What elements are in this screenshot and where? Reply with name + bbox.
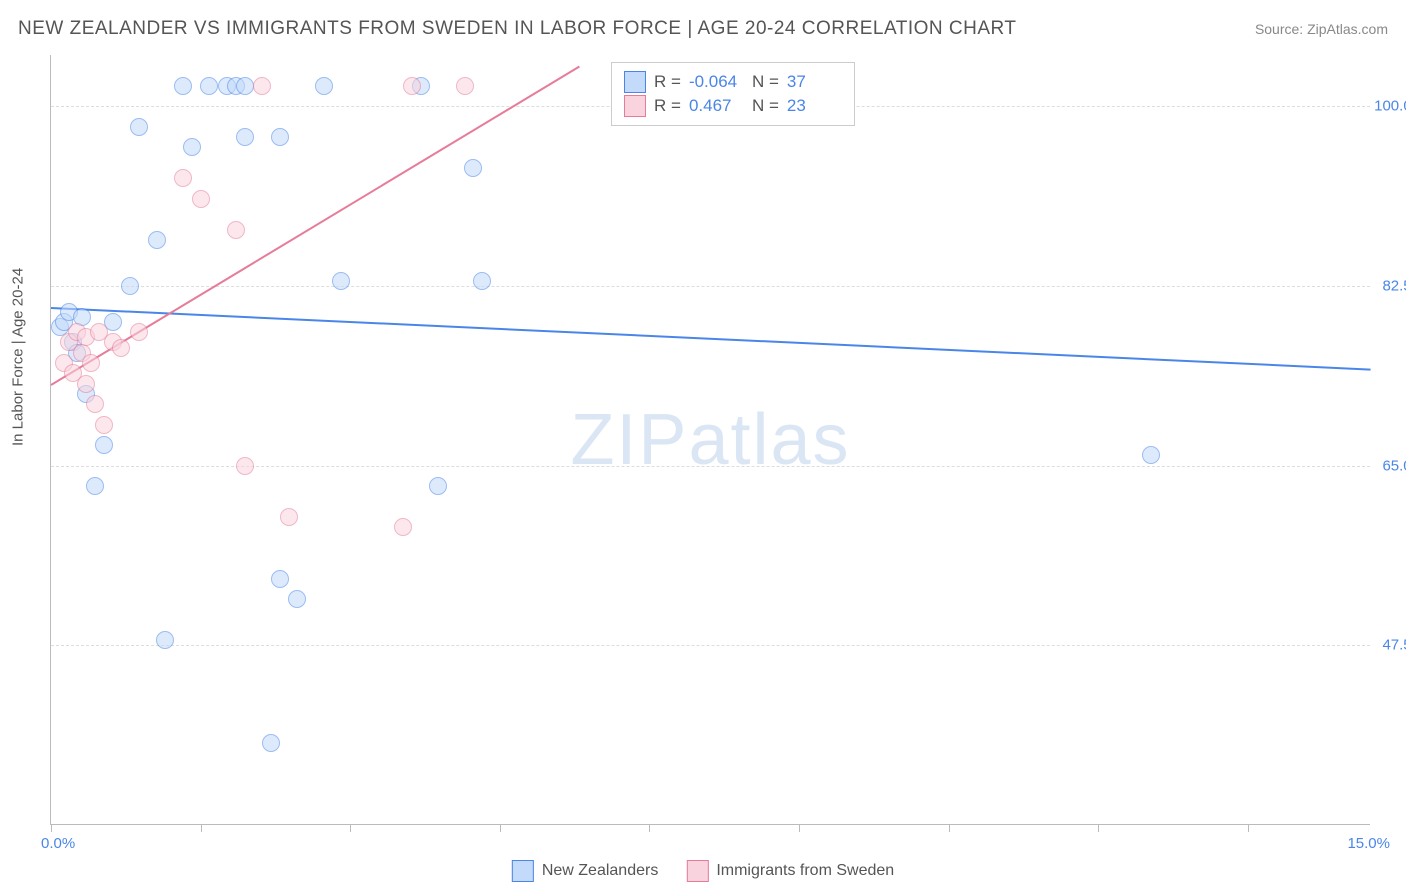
- y-tick-label: 100.0%: [1374, 98, 1406, 115]
- data-point: [86, 395, 104, 413]
- legend-swatch: [512, 860, 534, 882]
- data-point: [192, 190, 210, 208]
- data-point: [429, 477, 447, 495]
- legend-swatch: [624, 95, 646, 117]
- gridline: [51, 286, 1370, 287]
- data-point: [456, 77, 474, 95]
- legend-swatch: [624, 71, 646, 93]
- legend-item: New Zealanders: [512, 860, 659, 882]
- x-tick: [1098, 824, 1099, 832]
- y-tick-label: 47.5%: [1382, 637, 1406, 654]
- x-axis-max-label: 15.0%: [1347, 835, 1390, 852]
- data-point: [82, 354, 100, 372]
- trend-line: [51, 307, 1371, 371]
- stats-box: R =-0.064N =37R = 0.467N =23: [611, 62, 855, 126]
- data-point: [473, 272, 491, 290]
- data-point: [130, 323, 148, 341]
- x-tick: [799, 824, 800, 832]
- data-point: [394, 518, 412, 536]
- stats-row: R = 0.467N =23: [624, 95, 842, 117]
- data-point: [183, 138, 201, 156]
- x-tick: [350, 824, 351, 832]
- data-point: [464, 159, 482, 177]
- x-tick: [51, 824, 52, 832]
- data-point: [271, 570, 289, 588]
- legend: New Zealanders Immigrants from Sweden: [512, 860, 894, 882]
- data-point: [280, 508, 298, 526]
- x-tick: [649, 824, 650, 832]
- data-point: [95, 416, 113, 434]
- data-point: [121, 277, 139, 295]
- y-axis-title: In Labor Force | Age 20-24: [10, 268, 27, 446]
- data-point: [262, 734, 280, 752]
- data-point: [271, 128, 289, 146]
- gridline: [51, 645, 1370, 646]
- legend-item: Immigrants from Sweden: [686, 860, 894, 882]
- data-point: [236, 457, 254, 475]
- data-point: [86, 477, 104, 495]
- y-tick-label: 65.0%: [1382, 457, 1406, 474]
- stats-row: R =-0.064N =37: [624, 71, 842, 93]
- x-tick: [1248, 824, 1249, 832]
- data-point: [236, 128, 254, 146]
- data-point: [227, 221, 245, 239]
- source-label: Source: ZipAtlas.com: [1255, 21, 1388, 37]
- plot-area: ZIPatlas 0.0% 15.0% 47.5%65.0%82.5%100.0…: [50, 55, 1370, 825]
- legend-swatch: [686, 860, 708, 882]
- data-point: [174, 77, 192, 95]
- title-bar: NEW ZEALANDER VS IMMIGRANTS FROM SWEDEN …: [18, 18, 1388, 40]
- data-point: [253, 77, 271, 95]
- x-axis-min-label: 0.0%: [41, 835, 75, 852]
- x-tick: [500, 824, 501, 832]
- x-tick: [949, 824, 950, 832]
- data-point: [1142, 446, 1160, 464]
- y-tick-label: 82.5%: [1382, 278, 1406, 295]
- x-tick: [201, 824, 202, 832]
- data-point: [332, 272, 350, 290]
- data-point: [156, 631, 174, 649]
- data-point: [236, 77, 254, 95]
- watermark: ZIPatlas: [570, 399, 850, 481]
- data-point: [130, 118, 148, 136]
- data-point: [174, 169, 192, 187]
- data-point: [315, 77, 333, 95]
- data-point: [77, 375, 95, 393]
- data-point: [95, 436, 113, 454]
- legend-label: New Zealanders: [542, 862, 659, 880]
- data-point: [148, 231, 166, 249]
- data-point: [403, 77, 421, 95]
- data-point: [112, 339, 130, 357]
- chart-title: NEW ZEALANDER VS IMMIGRANTS FROM SWEDEN …: [18, 18, 1017, 40]
- data-point: [288, 590, 306, 608]
- data-point: [200, 77, 218, 95]
- trend-line: [50, 65, 579, 385]
- legend-label: Immigrants from Sweden: [716, 862, 894, 880]
